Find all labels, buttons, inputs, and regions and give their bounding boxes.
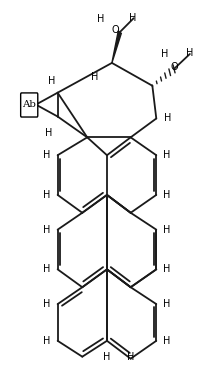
Text: O: O — [111, 25, 119, 35]
Text: H: H — [103, 352, 111, 362]
Text: H: H — [43, 264, 51, 275]
Text: H: H — [45, 128, 53, 138]
Text: H: H — [43, 224, 51, 235]
Text: O: O — [170, 62, 178, 72]
Text: H: H — [43, 336, 51, 346]
Text: H: H — [163, 299, 171, 309]
Text: H: H — [91, 72, 98, 82]
Text: H: H — [163, 264, 171, 275]
Text: H: H — [163, 224, 171, 235]
Text: H: H — [163, 336, 171, 346]
Text: H: H — [43, 190, 51, 200]
FancyBboxPatch shape — [21, 93, 38, 117]
Text: H: H — [43, 299, 51, 309]
Text: H: H — [129, 13, 136, 23]
Text: H: H — [43, 150, 51, 160]
Text: Ab: Ab — [22, 100, 36, 109]
Text: H: H — [48, 76, 56, 86]
Polygon shape — [112, 31, 121, 63]
Text: H: H — [186, 48, 194, 58]
Text: H: H — [164, 113, 172, 124]
Text: H: H — [163, 190, 171, 200]
Text: H: H — [97, 14, 105, 24]
Text: H: H — [163, 150, 171, 160]
Text: H: H — [161, 49, 168, 59]
Text: H: H — [127, 352, 134, 362]
